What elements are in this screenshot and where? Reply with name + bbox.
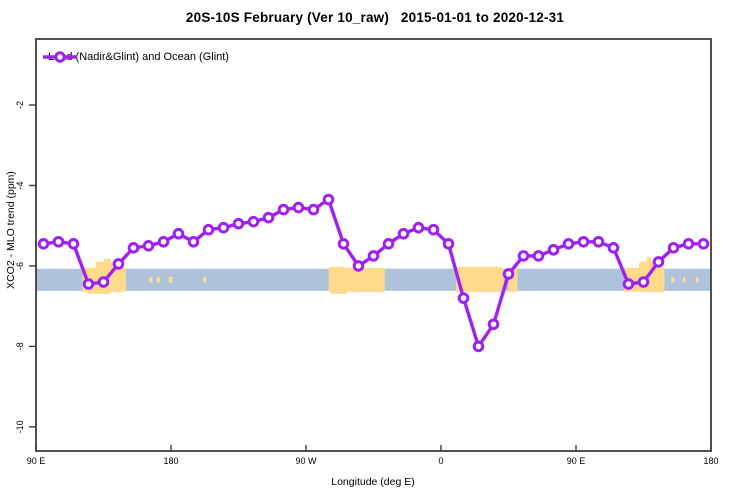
data-point-marker [547, 244, 560, 256]
data-point-marker [637, 276, 650, 288]
land-bump [457, 266, 501, 269]
x-tick-label: 180 [163, 456, 178, 466]
land-patch-island [168, 276, 173, 283]
plot-border [35, 38, 712, 452]
x-tick-label: 90 E [27, 456, 46, 466]
land-bump [646, 256, 651, 269]
data-point-marker [697, 237, 710, 250]
data-point-marker [157, 235, 170, 248]
legend: Land (Nadir&Glint) and Ocean (Glint) [41, 48, 229, 66]
data-point-marker [622, 278, 635, 290]
y-tick-label: -6 [15, 262, 25, 270]
data-point-marker [502, 268, 515, 280]
x-tick-label: 0 [438, 456, 443, 466]
legend-label: Land (Nadir&Glint) and Ocean (Glint) [48, 51, 229, 63]
data-point-marker [607, 242, 620, 254]
data-point-marker [97, 276, 110, 288]
legend-marker-icon [43, 51, 77, 63]
data-point-marker [367, 250, 380, 262]
data-point-marker [127, 242, 140, 254]
data-point-marker [187, 235, 200, 248]
data-point-marker [472, 340, 485, 353]
y-tick-label: -10 [15, 420, 25, 433]
data-point-marker [112, 258, 125, 270]
data-point-marker [412, 221, 425, 234]
x-axis-title: Longitude (deg E) [331, 476, 415, 488]
land-patch-island [671, 276, 675, 283]
land-patch-island [156, 276, 160, 283]
data-point-marker [577, 235, 590, 248]
land-patch-island [683, 276, 686, 283]
data-point-marker [592, 235, 605, 248]
data-point-marker [682, 237, 695, 250]
data-point-marker [562, 237, 575, 250]
data-point-marker [337, 237, 350, 250]
y-tick-label: -4 [15, 181, 25, 189]
x-tick-label: 90 E [567, 456, 586, 466]
data-point-marker [52, 235, 65, 248]
y-tick-label: -8 [15, 342, 25, 350]
land-patch-island [696, 276, 699, 283]
land-patch-island [149, 276, 153, 283]
x-tick-label: 180 [703, 456, 718, 466]
data-point-marker [352, 260, 365, 272]
data-point-marker [277, 203, 290, 216]
data-point-marker [307, 203, 320, 216]
y-axis-title: XCO2 - MLO trend (ppm) [5, 171, 17, 289]
data-point-marker [202, 223, 215, 236]
data-point-marker [442, 237, 455, 250]
data-point-marker [67, 237, 80, 250]
data-point-marker [262, 211, 275, 224]
land-patch-madagascar [508, 267, 518, 292]
data-point-marker [247, 215, 260, 228]
data-point-marker [652, 256, 665, 268]
data-point-marker [397, 227, 410, 240]
land-bump [103, 258, 111, 269]
data-point-marker [487, 318, 500, 331]
land-patch-south-america [328, 267, 385, 292]
land-bump [330, 290, 347, 294]
data-point-marker [667, 242, 680, 254]
land-patch-africa [456, 267, 504, 292]
data-point-marker [292, 201, 305, 214]
land-bump [87, 290, 111, 294]
y-tick-label: -2 [15, 101, 25, 109]
data-point-marker [382, 237, 395, 250]
data-point-marker [232, 217, 245, 230]
data-point-marker [37, 237, 50, 250]
land-patch-island [203, 276, 207, 283]
chart-title: 20S-10S February (Ver 10_raw) 2015-01-01… [185, 10, 565, 25]
data-point-marker [142, 240, 155, 252]
x-tick-label: 90 W [295, 456, 317, 466]
data-point-marker [172, 227, 185, 240]
data-point-marker [457, 292, 470, 304]
data-point-marker [517, 250, 530, 262]
data-point-marker [217, 221, 230, 234]
land-bump [330, 266, 345, 269]
data-point-marker [532, 250, 545, 262]
data-point-marker [82, 278, 95, 290]
data-point-marker [322, 193, 335, 206]
data-point-marker [427, 223, 440, 236]
